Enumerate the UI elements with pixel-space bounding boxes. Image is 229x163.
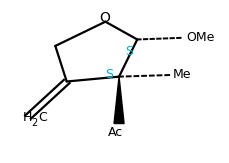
Text: O: O bbox=[99, 11, 110, 25]
Text: C: C bbox=[38, 111, 46, 124]
Text: Me: Me bbox=[172, 68, 191, 81]
Text: H: H bbox=[22, 111, 32, 124]
Text: S: S bbox=[125, 45, 133, 58]
Text: S: S bbox=[105, 68, 113, 81]
Polygon shape bbox=[114, 77, 124, 124]
Text: 2: 2 bbox=[31, 118, 37, 128]
Text: OMe: OMe bbox=[186, 30, 215, 44]
Text: Ac: Ac bbox=[108, 126, 123, 139]
